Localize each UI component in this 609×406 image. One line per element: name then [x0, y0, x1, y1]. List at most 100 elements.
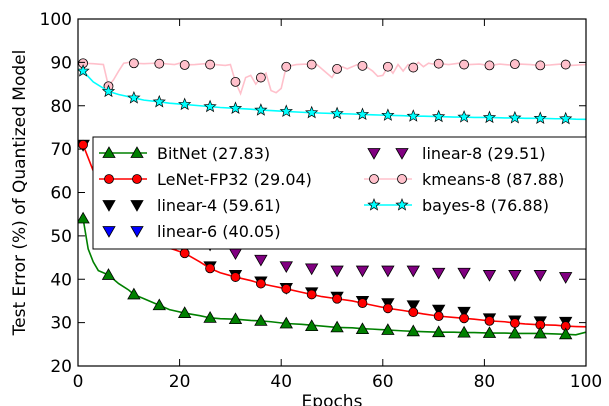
data-point-bitnet — [228, 312, 243, 325]
data-point-linear-8 — [482, 270, 497, 282]
data-point-bitnet — [406, 324, 420, 337]
data-point-kmeans-8 — [255, 72, 266, 83]
data-point-bitnet — [152, 298, 166, 311]
data-point-linear-8 — [533, 270, 547, 282]
data-point-linear-8 — [254, 254, 268, 267]
data-point-linear-8 — [279, 261, 293, 274]
data-point-kmeans-8 — [179, 60, 190, 70]
y-tick-label: 20 — [50, 357, 72, 377]
data-point-linear-8 — [304, 263, 319, 276]
legend-item-linear-8: linear-8 (29.51) — [367, 144, 546, 163]
data-point-kmeans-8 — [535, 60, 546, 71]
data-point-bayes-8 — [355, 107, 370, 121]
data-point-lenet-fp32 — [459, 313, 469, 324]
data-point-lenet-fp32 — [332, 293, 342, 304]
data-point-bitnet — [78, 211, 90, 224]
x-tick-label: 80 — [474, 372, 496, 392]
data-point-bayes-8 — [203, 99, 217, 113]
series-lenet-fp32 — [78, 139, 586, 331]
data-point-lenet-fp32 — [205, 263, 215, 274]
legend-marker — [395, 198, 409, 211]
legend-marker — [102, 146, 116, 158]
series-line-kmeans-8 — [78, 61, 586, 96]
data-point-kmeans-8 — [230, 76, 241, 87]
data-point-lenet-fp32 — [509, 318, 520, 328]
legend-item-linear-4: linear-4 (59.61) — [102, 196, 281, 215]
x-tick-label: 40 — [270, 372, 292, 392]
data-point-bayes-8 — [330, 106, 344, 120]
legend-marker — [102, 226, 116, 238]
data-point-lenet-fp32 — [357, 298, 368, 309]
data-point-kmeans-8 — [459, 59, 469, 70]
legend-marker — [369, 174, 379, 184]
data-point-bitnet — [279, 316, 293, 329]
data-point-linear-8 — [330, 265, 344, 278]
y-tick-label: 100 — [40, 10, 72, 30]
legend-label: linear-8 (29.51) — [422, 144, 546, 163]
data-point-lenet-fp32 — [382, 303, 393, 314]
legend-marker — [130, 200, 144, 212]
data-point-bayes-8 — [559, 111, 573, 125]
y-tick-label: 80 — [50, 97, 72, 117]
data-point-linear-8 — [457, 267, 471, 280]
data-point-bayes-8 — [228, 101, 243, 114]
legend: BitNet (27.83) LeNet-FP32 (29.04) linear-4… — [92, 136, 587, 250]
data-point-bitnet — [431, 325, 446, 338]
data-point-bayes-8 — [381, 108, 395, 121]
data-point-bayes-8 — [152, 94, 166, 108]
data-point-lenet-fp32 — [281, 283, 292, 294]
data-point-bitnet — [457, 325, 471, 338]
y-axis-label: Test Error (%) of Quantized Model — [10, 50, 30, 337]
series-layer — [78, 58, 586, 340]
data-point-kmeans-8 — [332, 63, 342, 74]
data-point-bitnet — [330, 320, 344, 333]
data-point-lenet-fp32 — [230, 272, 241, 282]
data-point-lenet-fp32 — [179, 248, 190, 259]
data-point-bayes-8 — [305, 105, 319, 119]
x-axis-label: Epochs — [302, 392, 363, 406]
legend-marker — [104, 174, 114, 184]
data-point-bitnet — [254, 314, 268, 326]
data-point-linear-8 — [558, 272, 573, 284]
legend-label: LeNet-FP32 (29.04) — [157, 170, 312, 189]
data-point-bitnet — [304, 319, 319, 331]
legend-label: bayes-8 (76.88) — [422, 196, 549, 215]
y-tick-label: 50 — [50, 227, 72, 247]
legend-label: BitNet (27.83) — [157, 144, 270, 163]
data-point-lenet-fp32 — [408, 307, 419, 318]
data-point-bayes-8 — [78, 64, 90, 77]
legend-marker — [130, 226, 144, 238]
data-point-kmeans-8 — [433, 58, 444, 69]
legend-label: kmeans-8 (87.88) — [422, 170, 564, 189]
data-point-bitnet — [533, 326, 547, 339]
legend-marker — [102, 200, 116, 212]
data-point-kmeans-8 — [560, 59, 571, 70]
data-point-linear-8 — [508, 270, 522, 282]
data-point-bayes-8 — [432, 109, 446, 123]
data-point-bayes-8 — [533, 111, 547, 124]
data-point-bitnet — [508, 326, 522, 339]
legend-marker — [367, 198, 381, 211]
data-point-bayes-8 — [279, 104, 293, 118]
data-point-bitnet — [127, 287, 141, 300]
data-point-kmeans-8 — [306, 59, 317, 70]
data-point-linear-4 — [457, 306, 471, 319]
legend-marker — [130, 146, 144, 158]
legend-item-bitnet: BitNet (27.83) — [99, 144, 270, 163]
series-bitnet — [78, 211, 586, 340]
x-tick-label: 100 — [570, 372, 602, 392]
legend-marker — [132, 174, 142, 184]
legend-label: linear-4 (59.61) — [157, 196, 281, 215]
data-point-linear-8 — [355, 265, 370, 278]
y-tick-label: 40 — [50, 270, 72, 290]
data-point-kmeans-8 — [128, 58, 139, 69]
data-point-bayes-8 — [178, 97, 192, 111]
legend-marker — [367, 148, 381, 160]
y-tick-label: 60 — [50, 184, 72, 204]
data-point-bitnet — [381, 323, 395, 335]
data-point-bitnet — [558, 327, 573, 340]
data-point-kmeans-8 — [408, 62, 419, 73]
data-point-bayes-8 — [101, 84, 116, 98]
